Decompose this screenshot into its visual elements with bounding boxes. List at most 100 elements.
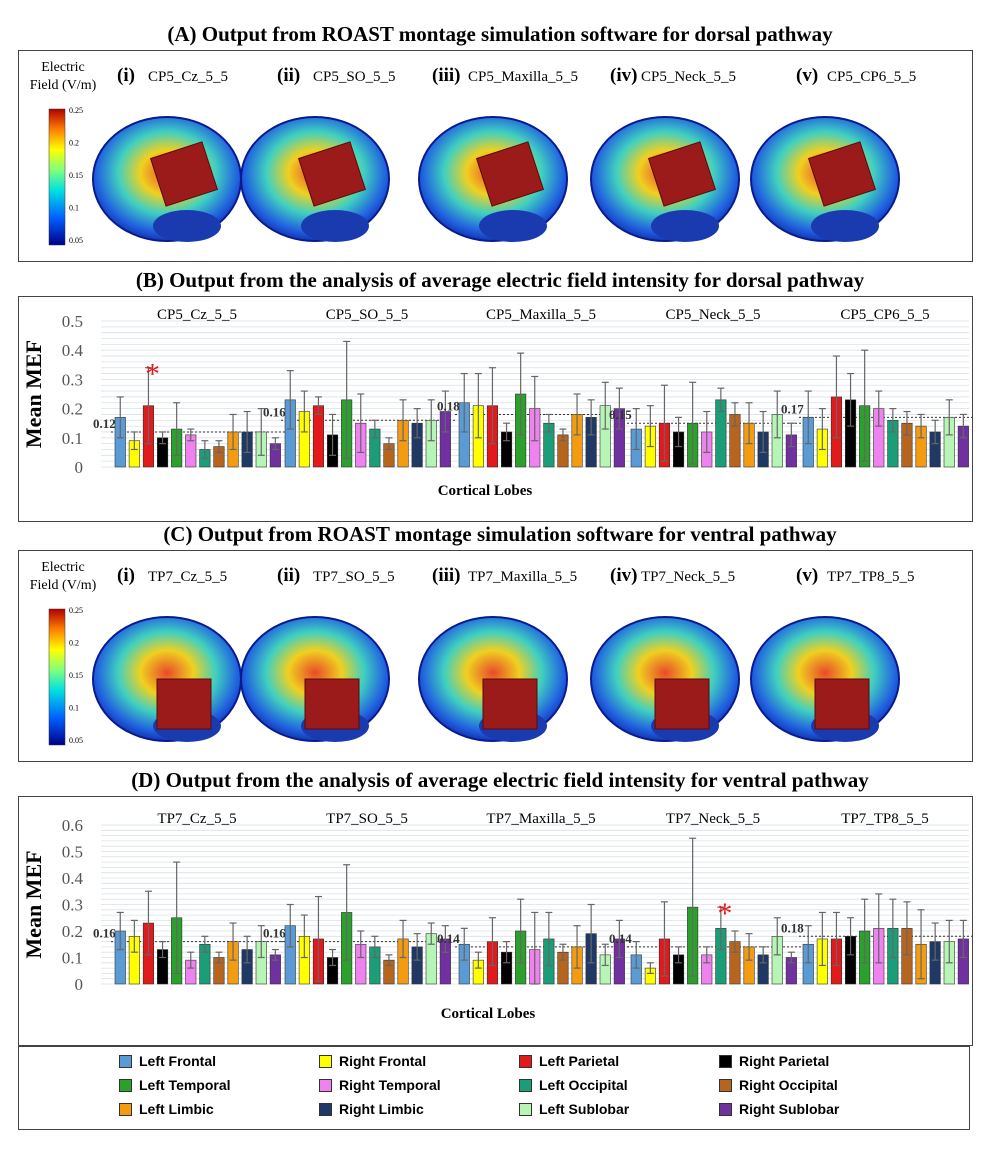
electrode-pad xyxy=(475,141,545,207)
bar-group-3: CP5_Maxilla_5_5 0.18 xyxy=(437,307,631,468)
legend-label: Right Occipital xyxy=(739,1077,838,1093)
ventral-bar-chart: 0 0.1 0.2 0.3 0.4 0.5 0.6 Mean MEF Cortical Lobe… xyxy=(21,811,975,1022)
y-tick-label: 0.1 xyxy=(62,429,83,448)
montage-number: (i) xyxy=(117,565,135,586)
montage-number: (v) xyxy=(796,65,818,86)
mean-label: 0.16 xyxy=(263,926,286,941)
brain-cerebellum xyxy=(153,210,221,242)
legend-label: Left Occipital xyxy=(539,1077,628,1093)
legend-swatch xyxy=(519,1054,532,1068)
y-tick-label: 0.5 xyxy=(62,312,83,331)
ventral-simulation-figure: Electric Field (V/m) 0.25 0.2 0.15 0.1 0.05 (i)… xyxy=(30,560,915,746)
colorbar-label-unit: Field (V/m) xyxy=(30,578,97,593)
brain-dorsal-1 xyxy=(92,116,242,242)
electrode-pad xyxy=(482,678,538,730)
legend-item: Right Sublobar xyxy=(719,1101,839,1117)
y-axis-label: Mean MEF xyxy=(21,850,46,958)
montage-name: CP5_CP6_5_5 xyxy=(827,69,916,85)
group-title: TP7_SO_5_5 xyxy=(326,811,408,827)
brain-dorsal-3 xyxy=(418,116,568,242)
montage-name: CP5_Cz_5_5 xyxy=(148,69,228,85)
y-tick-label: 0.2 xyxy=(62,400,83,419)
legend-item: Right Frontal xyxy=(319,1053,426,1069)
colorbar-tick: 0.25 xyxy=(69,606,83,615)
legend-label: Right Sublobar xyxy=(739,1101,840,1117)
colorbar-tick: 0.05 xyxy=(69,236,83,245)
montage-name: TP7_TP8_5_5 xyxy=(827,569,915,585)
y-tick-label: 0.4 xyxy=(62,341,84,360)
brain-ventral-4 xyxy=(590,616,740,742)
colorbar-label: Electric xyxy=(41,60,85,75)
brain-cerebellum xyxy=(811,210,879,242)
brain-dorsal-5 xyxy=(750,116,900,242)
bar-group-3: TP7_Maxilla_5_5 0.14 xyxy=(437,811,631,985)
dorsal-bar-chart: 0 0.1 0.2 0.3 0.4 0.5 Mean MEF Cortical Lobes CP… xyxy=(21,307,975,499)
y-axis-label: Mean MEF xyxy=(21,340,46,448)
montage-name: TP7_Cz_5_5 xyxy=(148,569,227,585)
legend-item: Left Parietal xyxy=(519,1053,619,1069)
mean-label: 0.14 xyxy=(437,931,460,946)
y-tick-label: 0 xyxy=(75,975,84,994)
y-tick-label: 0 xyxy=(75,458,84,477)
group-title: TP7_TP8_5_5 xyxy=(841,811,929,827)
legend-label: Right Parietal xyxy=(739,1053,830,1069)
brain-cerebellum xyxy=(301,210,369,242)
mean-label: 0.14 xyxy=(609,931,632,946)
legend-label: Right Limbic xyxy=(339,1101,424,1117)
legend-item: Right Limbic xyxy=(319,1101,424,1117)
group-title: TP7_Neck_5_5 xyxy=(666,811,760,827)
legend-swatch xyxy=(719,1102,732,1116)
legend-label: Right Temporal xyxy=(339,1077,441,1093)
legend-label: Left Sublobar xyxy=(539,1101,630,1117)
brain-ventral-3 xyxy=(418,616,568,742)
x-axis-label: Cortical Lobes xyxy=(441,1006,536,1022)
colorbar-tick: 0.15 xyxy=(69,171,83,180)
montage-name: CP5_Maxilla_5_5 xyxy=(468,69,578,85)
legend-swatch xyxy=(519,1102,532,1116)
legend-swatch xyxy=(119,1078,132,1092)
panel-dorsal-chart: 0 0.1 0.2 0.3 0.4 0.5 Mean MEF Cortical Lobes CP… xyxy=(18,296,975,522)
legend-swatch xyxy=(519,1078,532,1092)
brain-dorsal-4 xyxy=(590,116,740,242)
legend-item: Left Sublobar xyxy=(519,1101,629,1117)
colorbar-tick: 0.2 xyxy=(69,139,79,148)
y-tick-label: 0.3 xyxy=(62,370,83,389)
legend-swatch xyxy=(119,1054,132,1068)
y-tick-label: 0.1 xyxy=(62,949,83,968)
colorbar-tick: 0.05 xyxy=(69,736,83,745)
colorbar-tick: 0.2 xyxy=(69,639,79,648)
section-title-a: (A) Output from ROAST montage simulation… xyxy=(167,22,833,46)
bar-group-1: TP7_Cz_5_5 0.16 xyxy=(93,811,287,985)
legend-swatch xyxy=(319,1102,332,1116)
mean-label: 0.16 xyxy=(263,404,286,419)
bar-group-4: CP5_Neck_5_5 0.15 xyxy=(609,307,803,468)
section-title-d: (D) Output from the analysis of average … xyxy=(131,768,869,792)
brain-dorsal-2 xyxy=(240,116,390,242)
legend-label: Left Frontal xyxy=(139,1053,216,1069)
bar-group-1: CP5_Cz_5_5 0.12 * xyxy=(93,307,287,468)
electrode-pad xyxy=(304,678,360,730)
chart-legend: Left Frontal Right Frontal Left Parietal Ri… xyxy=(18,1046,970,1130)
legend-label: Left Parietal xyxy=(539,1053,620,1069)
colorbar xyxy=(48,608,66,746)
montage-number: (i) xyxy=(117,65,135,86)
bar-group-4: TP7_Neck_5_5 0.14 * xyxy=(609,811,803,985)
legend-swatch xyxy=(719,1054,732,1068)
electrode-pad xyxy=(149,141,219,207)
montage-number: (iv) xyxy=(610,565,637,586)
montage-number: (iv) xyxy=(610,65,637,86)
y-tick-label: 0.3 xyxy=(62,896,83,915)
y-tick-label: 0.4 xyxy=(62,869,84,888)
group-title: CP5_CP6_5_5 xyxy=(840,307,929,323)
legend-item: Left Frontal xyxy=(119,1053,216,1069)
y-tick-label: 0.6 xyxy=(62,816,83,835)
legend-swatch xyxy=(319,1078,332,1092)
legend-swatch xyxy=(119,1102,132,1116)
colorbar-tick: 0.25 xyxy=(69,106,83,115)
montage-name: CP5_SO_5_5 xyxy=(313,69,396,85)
electrode-pad xyxy=(156,678,212,730)
montage-name: TP7_Maxilla_5_5 xyxy=(468,569,577,585)
colorbar-tick: 0.1 xyxy=(69,704,79,713)
montage-number: (iii) xyxy=(432,565,461,586)
electrode-pad xyxy=(654,678,710,730)
